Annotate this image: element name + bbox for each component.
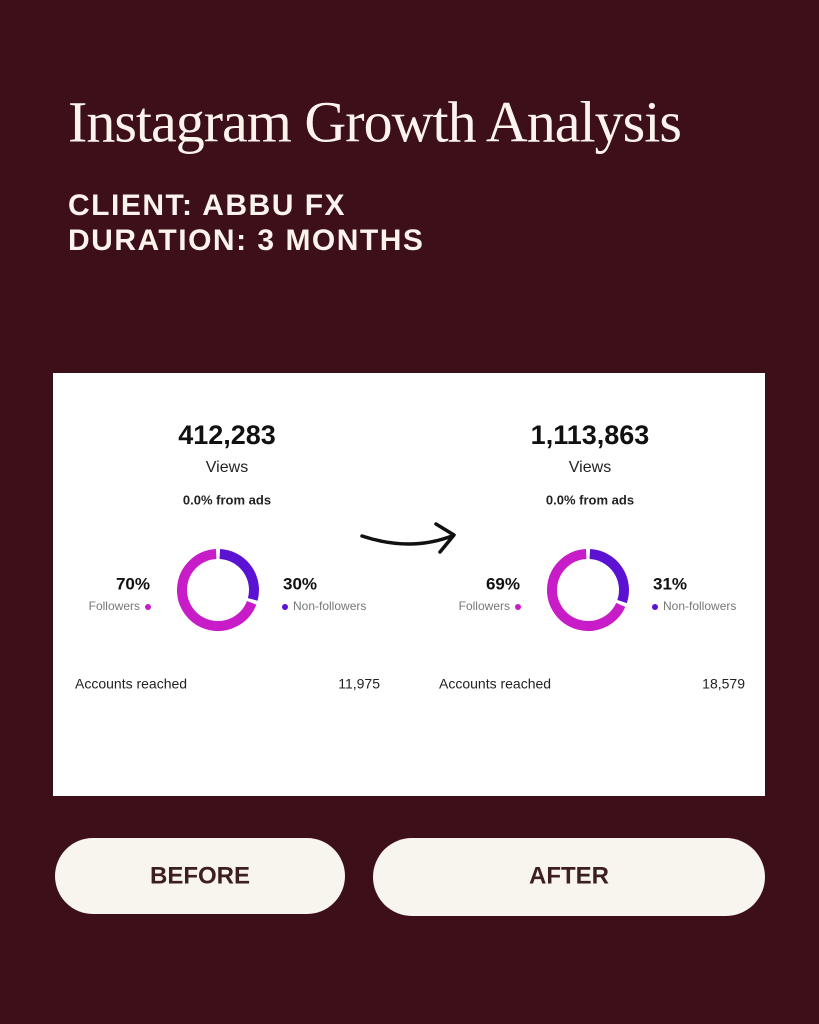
donut-segment [589, 549, 629, 604]
value-label: 69% [486, 574, 520, 593]
client: CLIENT: ABBU FX [68, 189, 346, 222]
legend-dot [515, 604, 521, 610]
arrow [360, 534, 454, 546]
legend-dot [282, 604, 288, 610]
legend-label: Followers [89, 599, 140, 613]
views-count: 412,283 [178, 420, 276, 450]
after-label[interactable]: AFTER [529, 862, 609, 889]
legend-label: Followers [459, 599, 510, 613]
views-label: Views [206, 459, 248, 476]
page-title: Instagram Growth Analysis [68, 89, 681, 154]
duration: DURATION: 3 MONTHS [68, 224, 424, 257]
accounts-label: Accounts reached [75, 676, 187, 692]
arrow-head [434, 522, 456, 554]
legend-label: Non-followers [663, 599, 736, 613]
views-count: 1,113,863 [531, 420, 650, 450]
donut-segment [177, 549, 257, 631]
value-label: 70% [116, 574, 150, 593]
screenshot-card [53, 373, 765, 796]
accounts-value: 18,579 [702, 676, 745, 692]
before-label[interactable]: BEFORE [150, 862, 250, 889]
legend-label: Non-followers [293, 599, 366, 613]
accounts-value: 11,975 [338, 676, 380, 692]
before-button[interactable] [55, 838, 345, 914]
value-label: 30% [283, 574, 317, 593]
views-label: Views [569, 459, 611, 476]
legend-dot [145, 604, 151, 610]
ads-note: 0.0% from ads [183, 492, 271, 507]
donut-segment [219, 549, 259, 601]
ads-note: 0.0% from ads [546, 492, 634, 507]
after-button[interactable] [373, 838, 765, 916]
accounts-label: Accounts reached [439, 676, 551, 692]
donut-segment [547, 549, 626, 631]
value-label: 31% [653, 574, 687, 593]
legend-dot [652, 604, 658, 610]
